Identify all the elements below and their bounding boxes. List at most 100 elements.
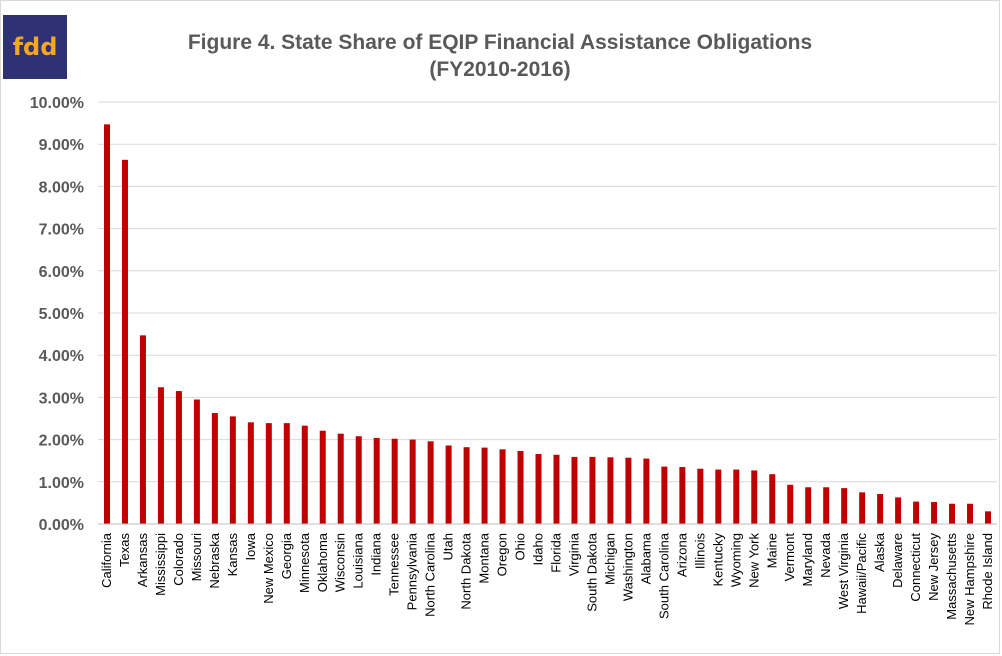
x-tick-label: Illinois <box>692 533 707 570</box>
x-tick-label: Montana <box>477 532 492 583</box>
y-tick-label: 3.00% <box>39 390 84 407</box>
bar <box>428 441 434 524</box>
bar <box>805 487 811 524</box>
bar <box>518 451 524 524</box>
x-tick-label: New Mexico <box>261 533 276 604</box>
bar <box>464 447 470 524</box>
bar <box>949 504 955 524</box>
bar <box>320 431 326 524</box>
bar <box>787 485 793 524</box>
y-tick-label: 5.00% <box>39 306 84 323</box>
bar <box>841 488 847 524</box>
x-tick-label: Kansas <box>225 533 240 577</box>
bar <box>446 446 452 524</box>
bar <box>392 439 398 524</box>
x-tick-label: Minnesota <box>297 532 312 593</box>
x-tick-label: New Hampshire <box>962 533 977 625</box>
bar <box>769 474 775 524</box>
y-tick-label: 6.00% <box>39 264 84 281</box>
bar <box>697 469 703 524</box>
x-tick-label: North Carolina <box>423 532 438 617</box>
x-tick-label: Oregon <box>495 533 510 576</box>
bar <box>158 387 164 524</box>
x-tick-label: Connecticut <box>908 533 923 602</box>
x-tick-label: Indiana <box>369 532 384 575</box>
bar <box>985 511 991 524</box>
bar <box>410 440 416 524</box>
bar <box>230 416 236 524</box>
x-axis-ticks: California Texas Arkansas Mississippi Colora… <box>99 532 995 625</box>
y-tick-label: 2.00% <box>39 433 84 450</box>
bar <box>248 422 254 524</box>
x-tick-label: Virginia <box>566 532 581 576</box>
bar <box>194 400 200 524</box>
y-tick-label: 10.00% <box>30 95 84 112</box>
x-tick-label: Idaho <box>531 533 546 566</box>
x-tick-label: Wisconsin <box>333 533 348 592</box>
x-tick-label: Kentucky <box>710 533 725 587</box>
bar <box>122 160 128 524</box>
bar <box>284 423 290 524</box>
bar <box>751 470 757 524</box>
x-tick-label: South Dakota <box>584 532 599 612</box>
bar <box>913 502 919 524</box>
bar <box>338 434 344 524</box>
y-tick-label: 0.00% <box>39 517 84 534</box>
x-tick-label: Mississippi <box>153 533 168 596</box>
bar <box>553 455 559 524</box>
bar <box>967 504 973 524</box>
x-tick-label: West Virginia <box>836 532 851 609</box>
bar <box>140 335 146 524</box>
x-tick-label: Georgia <box>279 532 294 579</box>
x-tick-label: South Carolina <box>656 532 671 619</box>
bar <box>931 502 937 524</box>
x-tick-label: Nevada <box>818 532 833 578</box>
x-tick-label: Florida <box>548 532 563 573</box>
x-tick-label: Washington <box>620 533 635 601</box>
bar <box>661 467 667 524</box>
y-tick-label: 1.00% <box>39 475 84 492</box>
x-tick-label: Colorado <box>171 533 186 586</box>
bar <box>482 448 488 524</box>
bar <box>589 457 595 524</box>
x-tick-label: Louisiana <box>351 532 366 588</box>
bar <box>302 426 308 524</box>
bar <box>733 470 739 524</box>
x-tick-label: Hawaii/Pacific <box>854 533 869 614</box>
x-tick-label: Massachusetts <box>944 533 959 620</box>
bar <box>715 470 721 524</box>
x-tick-label: California <box>99 532 114 588</box>
x-tick-label: Texas <box>117 533 132 567</box>
bar <box>176 391 182 524</box>
x-tick-label: Utah <box>441 533 456 560</box>
bar <box>104 124 110 524</box>
x-tick-label: Alaska <box>872 532 887 572</box>
bar <box>536 454 542 524</box>
x-tick-label: Alabama <box>638 532 653 584</box>
bars <box>104 124 991 524</box>
bar <box>571 457 577 524</box>
y-tick-label: 4.00% <box>39 348 84 365</box>
y-tick-label: 7.00% <box>39 222 84 239</box>
x-tick-label: Ohio <box>513 533 528 560</box>
bar <box>895 497 901 524</box>
bar <box>212 413 218 524</box>
bar <box>607 457 613 524</box>
x-tick-label: New York <box>746 533 761 588</box>
y-axis-ticks: 0.00% 1.00% 2.00% 3.00% 4.00% 5.00% 6.00% 7.00%… <box>30 95 84 534</box>
bar <box>374 438 380 524</box>
y-tick-label: 8.00% <box>39 179 84 196</box>
x-tick-label: New Jersey <box>926 533 941 601</box>
bar <box>859 492 865 524</box>
x-tick-label: Missouri <box>189 533 204 582</box>
x-tick-label: Iowa <box>243 532 258 560</box>
bar <box>356 436 362 524</box>
x-tick-label: Michigan <box>602 533 617 585</box>
x-tick-label: Maine <box>764 533 779 568</box>
x-tick-label: Wyoming <box>728 533 743 587</box>
x-tick-label: Maryland <box>800 533 815 586</box>
x-tick-label: Oklahoma <box>315 532 330 592</box>
x-tick-label: North Dakota <box>459 532 474 609</box>
x-tick-label: Tennessee <box>387 533 402 596</box>
bar <box>500 449 506 524</box>
